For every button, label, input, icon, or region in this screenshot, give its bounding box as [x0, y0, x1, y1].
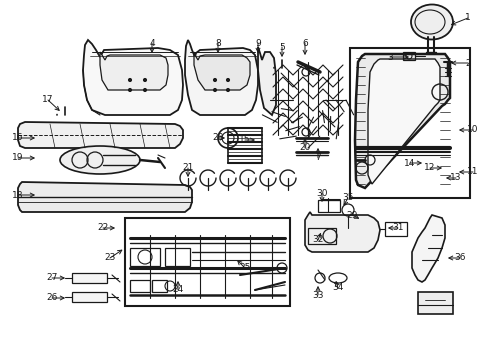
- Text: 28: 28: [212, 134, 223, 143]
- Bar: [130, 280, 150, 292]
- Circle shape: [128, 78, 131, 81]
- Text: 33: 33: [312, 291, 323, 300]
- Text: 27: 27: [46, 274, 58, 283]
- Text: 1: 1: [464, 13, 470, 22]
- Text: 35: 35: [342, 194, 353, 202]
- Circle shape: [213, 89, 216, 91]
- Polygon shape: [258, 47, 275, 115]
- Bar: [349, 48, 469, 198]
- Text: 15: 15: [239, 135, 250, 144]
- Bar: [72, 273, 107, 283]
- Circle shape: [128, 89, 131, 91]
- Text: 13: 13: [449, 174, 461, 183]
- Text: 8: 8: [215, 39, 221, 48]
- Text: 21: 21: [182, 163, 193, 172]
- Text: 25: 25: [239, 264, 250, 273]
- Bar: [72, 292, 107, 302]
- Text: 17: 17: [42, 95, 54, 104]
- Text: 22: 22: [97, 224, 108, 233]
- Bar: [402, 52, 414, 60]
- Text: 11: 11: [467, 167, 478, 176]
- Bar: [317, 200, 339, 212]
- Text: 2: 2: [464, 58, 470, 68]
- Text: 34: 34: [332, 284, 343, 292]
- Text: 31: 31: [391, 224, 403, 233]
- Text: 6: 6: [302, 39, 307, 48]
- Text: 12: 12: [424, 163, 435, 172]
- Bar: [384, 222, 406, 236]
- Text: 5: 5: [279, 42, 285, 51]
- Text: 30: 30: [316, 189, 327, 198]
- Text: 19: 19: [12, 153, 24, 162]
- Text: 32: 32: [312, 235, 323, 244]
- Text: 7: 7: [314, 153, 320, 162]
- Polygon shape: [83, 40, 183, 115]
- Text: 24: 24: [172, 285, 183, 294]
- Text: 20: 20: [299, 144, 310, 153]
- Polygon shape: [305, 212, 379, 252]
- Text: 4: 4: [149, 39, 155, 48]
- Circle shape: [213, 78, 216, 81]
- Circle shape: [226, 89, 229, 91]
- Text: 29: 29: [346, 211, 357, 220]
- Polygon shape: [184, 40, 258, 115]
- Text: 26: 26: [46, 293, 58, 302]
- Bar: [307, 228, 335, 244]
- Bar: [125, 218, 289, 306]
- Bar: [130, 248, 160, 266]
- Ellipse shape: [410, 4, 452, 40]
- Polygon shape: [411, 215, 444, 282]
- Circle shape: [143, 89, 146, 91]
- Text: 36: 36: [453, 253, 465, 262]
- Text: 23: 23: [104, 253, 116, 262]
- Text: 18: 18: [12, 190, 24, 199]
- Circle shape: [143, 78, 146, 81]
- Polygon shape: [18, 122, 183, 148]
- Polygon shape: [100, 52, 168, 90]
- Text: 16: 16: [12, 134, 24, 143]
- Polygon shape: [354, 54, 449, 188]
- Polygon shape: [367, 59, 439, 184]
- Polygon shape: [18, 182, 192, 212]
- Bar: [417, 292, 452, 314]
- Ellipse shape: [60, 146, 140, 174]
- Text: 9: 9: [255, 39, 260, 48]
- Text: 3: 3: [386, 53, 392, 62]
- Text: 10: 10: [467, 126, 478, 135]
- Polygon shape: [194, 52, 249, 90]
- Bar: [164, 248, 190, 266]
- Bar: [152, 280, 167, 292]
- Circle shape: [226, 78, 229, 81]
- Text: 14: 14: [404, 158, 415, 167]
